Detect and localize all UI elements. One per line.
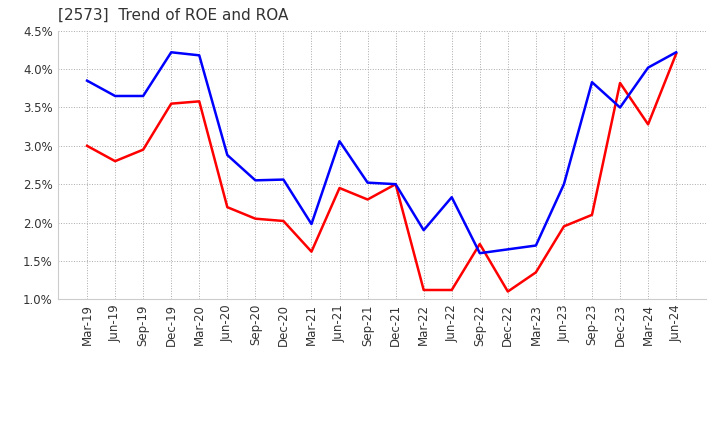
Text: [2573]  Trend of ROE and ROA: [2573] Trend of ROE and ROA <box>58 7 288 23</box>
ROA <box>279 177 288 182</box>
ROA <box>307 221 316 227</box>
ROE <box>503 289 512 294</box>
ROA <box>139 93 148 99</box>
ROE <box>336 185 344 191</box>
ROE <box>83 143 91 148</box>
ROE <box>447 287 456 293</box>
ROE <box>195 99 204 104</box>
ROE <box>364 197 372 202</box>
ROA <box>503 247 512 252</box>
ROE <box>559 224 568 229</box>
ROA <box>391 182 400 187</box>
ROA <box>531 243 540 248</box>
ROE <box>167 101 176 106</box>
ROE <box>419 287 428 293</box>
ROE <box>251 216 260 221</box>
ROE <box>139 147 148 152</box>
ROA <box>616 105 624 110</box>
ROE <box>616 81 624 86</box>
Line: ROA: ROA <box>87 52 676 253</box>
ROE <box>672 51 680 56</box>
ROE <box>279 218 288 224</box>
ROA <box>251 178 260 183</box>
ROE <box>588 212 596 217</box>
ROA <box>588 80 596 85</box>
ROA <box>447 194 456 200</box>
ROA <box>223 152 232 158</box>
ROA <box>336 139 344 144</box>
Line: ROE: ROE <box>87 54 676 292</box>
ROA <box>475 250 484 256</box>
ROE <box>391 182 400 187</box>
ROA <box>419 227 428 233</box>
ROA <box>111 93 120 99</box>
ROE <box>475 242 484 247</box>
ROA <box>195 53 204 58</box>
ROE <box>307 249 316 254</box>
ROA <box>364 180 372 185</box>
ROA <box>83 78 91 83</box>
ROA <box>672 50 680 55</box>
ROA <box>559 182 568 187</box>
ROA <box>644 65 652 70</box>
ROE <box>111 158 120 164</box>
ROE <box>644 122 652 127</box>
ROA <box>167 50 176 55</box>
ROE <box>223 205 232 210</box>
ROE <box>531 270 540 275</box>
